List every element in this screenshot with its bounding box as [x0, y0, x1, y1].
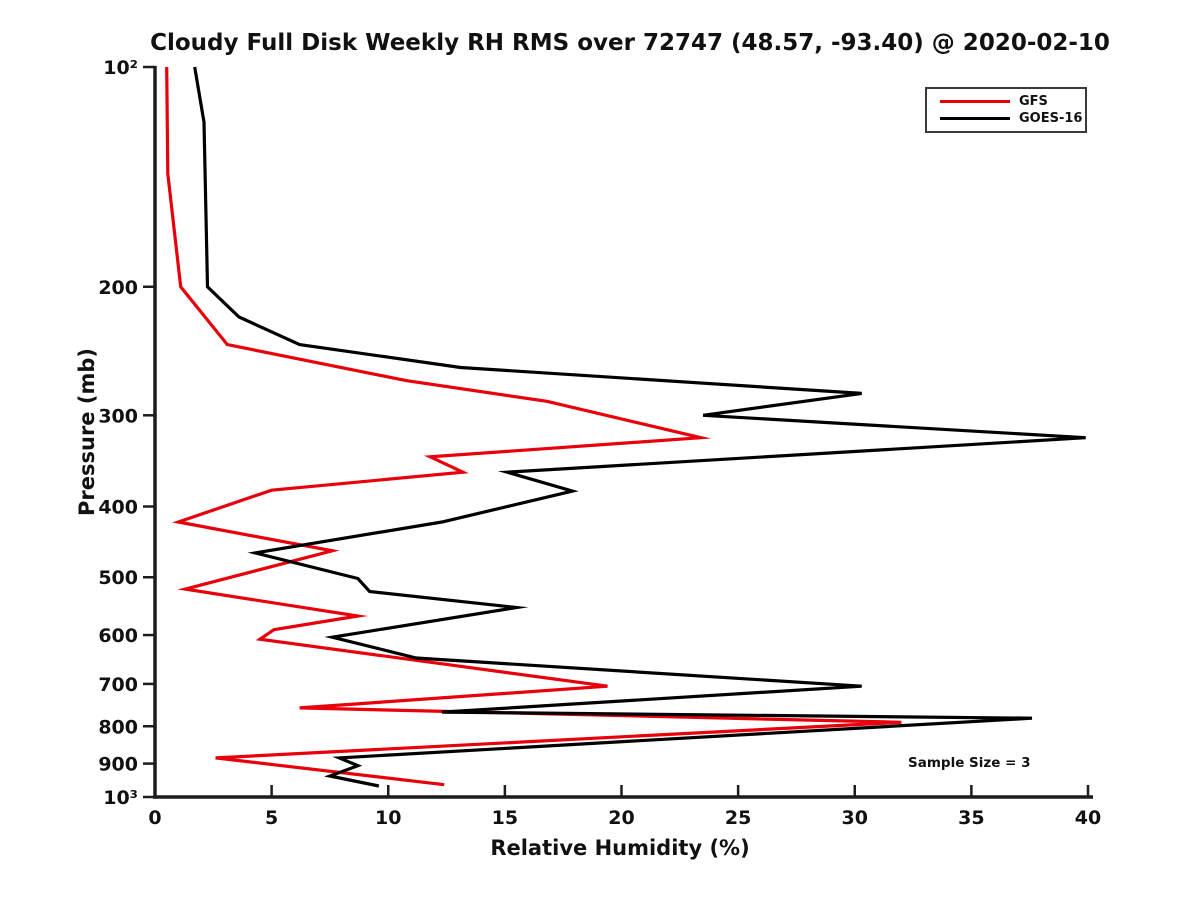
- y-tick-label: 500: [98, 567, 138, 589]
- y-tick-label: 10²: [103, 57, 138, 79]
- x-tick-label: 10: [375, 807, 401, 829]
- x-tick-label: 30: [842, 807, 868, 829]
- x-tick-label: 35: [958, 807, 984, 829]
- legend-label-gfs: GFS: [1019, 94, 1048, 109]
- gfs-line-swatch: [940, 99, 1010, 104]
- y-axis-label: Pressure (mb): [75, 348, 99, 516]
- y-tick-label: 700: [98, 674, 138, 696]
- legend-item-gfs: GFS: [940, 95, 1085, 108]
- y-tick-label: 10³: [103, 787, 138, 809]
- x-tick-label: 0: [148, 807, 161, 829]
- y-tick-label: 800: [98, 716, 138, 738]
- y-tick-label: 900: [98, 754, 138, 776]
- legend: GFS GOES-16: [925, 87, 1087, 133]
- x-tick-label: 15: [492, 807, 518, 829]
- x-tick-label: 40: [1075, 807, 1101, 829]
- y-tick-label: 200: [98, 277, 138, 299]
- y-tick-label: 400: [98, 497, 138, 519]
- sample-size-note: Sample Size = 3: [908, 755, 1031, 771]
- x-axis-label: Relative Humidity (%): [490, 836, 750, 860]
- series-line-gfs: [165, 66, 902, 787]
- x-tick-label: 20: [608, 807, 634, 829]
- y-tick-label: 600: [98, 625, 138, 647]
- legend-item-goes-16: GOES-16: [940, 112, 1085, 125]
- y-tick-label: 300: [98, 405, 138, 427]
- series-line-goes-16: [193, 66, 1086, 788]
- goes-16-line-swatch: [940, 116, 1010, 121]
- x-tick-label: 25: [725, 807, 751, 829]
- x-tick-label: 5: [265, 807, 278, 829]
- chart-title: Cloudy Full Disk Weekly RH RMS over 7274…: [150, 30, 1110, 56]
- legend-label-goes-16: GOES-16: [1019, 111, 1083, 126]
